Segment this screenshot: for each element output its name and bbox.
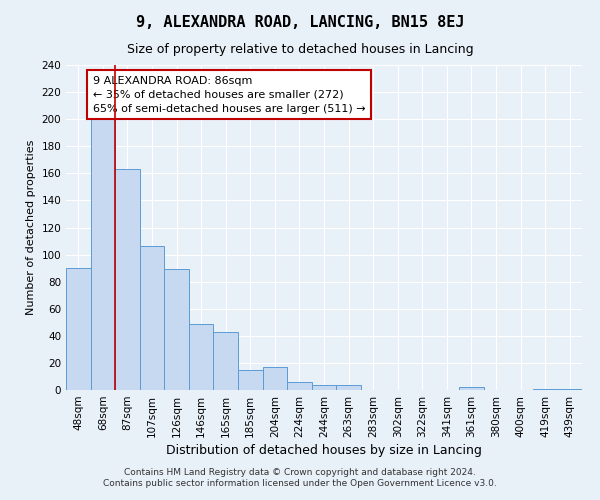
Bar xyxy=(140,246,164,390)
Bar xyxy=(91,119,115,390)
Bar xyxy=(557,388,582,390)
Bar xyxy=(66,268,91,390)
Bar xyxy=(189,324,214,390)
Text: 9 ALEXANDRA ROAD: 86sqm
← 35% of detached houses are smaller (272)
65% of semi-d: 9 ALEXANDRA ROAD: 86sqm ← 35% of detache… xyxy=(93,76,365,114)
Bar xyxy=(238,370,263,390)
X-axis label: Distribution of detached houses by size in Lancing: Distribution of detached houses by size … xyxy=(166,444,482,457)
Text: 9, ALEXANDRA ROAD, LANCING, BN15 8EJ: 9, ALEXANDRA ROAD, LANCING, BN15 8EJ xyxy=(136,15,464,30)
Bar xyxy=(287,382,312,390)
Text: Size of property relative to detached houses in Lancing: Size of property relative to detached ho… xyxy=(127,42,473,56)
Bar xyxy=(214,332,238,390)
Bar xyxy=(164,270,189,390)
Text: Contains HM Land Registry data © Crown copyright and database right 2024.
Contai: Contains HM Land Registry data © Crown c… xyxy=(103,468,497,487)
Bar xyxy=(336,384,361,390)
Bar xyxy=(533,388,557,390)
Bar xyxy=(263,367,287,390)
Y-axis label: Number of detached properties: Number of detached properties xyxy=(26,140,36,315)
Bar xyxy=(115,170,140,390)
Bar xyxy=(312,384,336,390)
Bar xyxy=(459,388,484,390)
